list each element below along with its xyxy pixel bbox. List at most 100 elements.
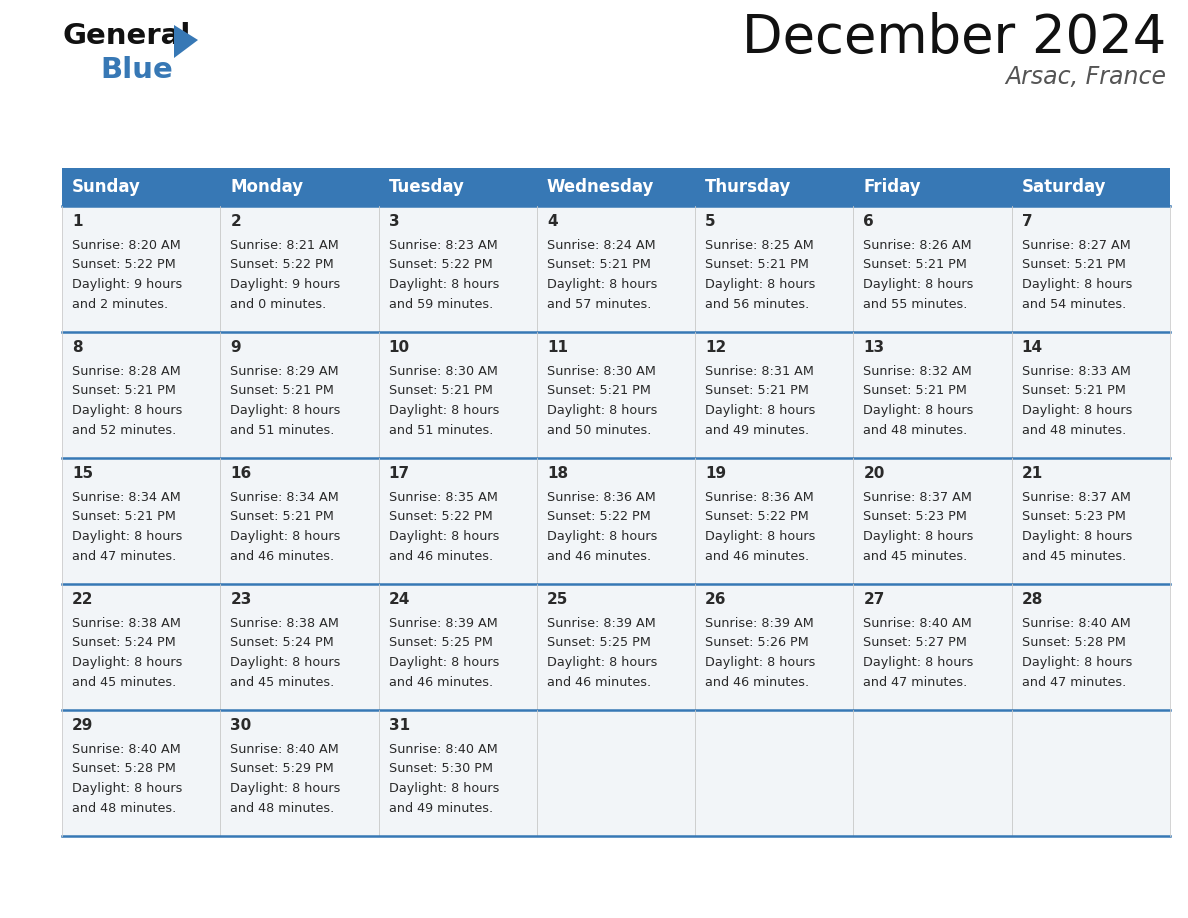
Text: Daylight: 8 hours: Daylight: 8 hours — [230, 404, 341, 417]
Text: Sunset: 5:21 PM: Sunset: 5:21 PM — [230, 385, 334, 397]
Bar — [537, 332, 695, 458]
Text: 22: 22 — [72, 592, 94, 607]
Bar — [220, 206, 379, 332]
Text: and 57 minutes.: and 57 minutes. — [546, 297, 651, 310]
Text: Daylight: 8 hours: Daylight: 8 hours — [706, 656, 815, 669]
Text: Daylight: 8 hours: Daylight: 8 hours — [706, 530, 815, 543]
Text: Sunset: 5:28 PM: Sunset: 5:28 PM — [1022, 636, 1125, 650]
Text: 9: 9 — [230, 340, 241, 355]
Text: and 45 minutes.: and 45 minutes. — [1022, 550, 1126, 563]
Text: Sunrise: 8:30 AM: Sunrise: 8:30 AM — [388, 365, 498, 378]
Text: 17: 17 — [388, 466, 410, 481]
Text: 14: 14 — [1022, 340, 1043, 355]
Text: Sunset: 5:21 PM: Sunset: 5:21 PM — [706, 385, 809, 397]
Text: and 47 minutes.: and 47 minutes. — [1022, 676, 1126, 688]
Text: and 0 minutes.: and 0 minutes. — [230, 297, 327, 310]
Bar — [695, 206, 853, 332]
Text: 3: 3 — [388, 214, 399, 229]
Bar — [695, 458, 853, 584]
Text: 1: 1 — [72, 214, 82, 229]
Text: and 48 minutes.: and 48 minutes. — [230, 801, 335, 814]
Text: and 47 minutes.: and 47 minutes. — [72, 550, 176, 563]
Text: 11: 11 — [546, 340, 568, 355]
Text: Sunrise: 8:31 AM: Sunrise: 8:31 AM — [706, 365, 814, 378]
Text: Sunset: 5:22 PM: Sunset: 5:22 PM — [72, 259, 176, 272]
Text: Sunset: 5:23 PM: Sunset: 5:23 PM — [1022, 510, 1125, 523]
Text: Sunrise: 8:40 AM: Sunrise: 8:40 AM — [388, 743, 498, 756]
Text: and 59 minutes.: and 59 minutes. — [388, 297, 493, 310]
Text: 27: 27 — [864, 592, 885, 607]
Text: Daylight: 8 hours: Daylight: 8 hours — [388, 404, 499, 417]
Text: 12: 12 — [706, 340, 726, 355]
Text: 13: 13 — [864, 340, 885, 355]
Text: Sunset: 5:21 PM: Sunset: 5:21 PM — [230, 510, 334, 523]
Text: Arsac, France: Arsac, France — [1005, 65, 1165, 89]
Bar — [62, 206, 220, 332]
Text: and 46 minutes.: and 46 minutes. — [388, 550, 493, 563]
Text: Daylight: 8 hours: Daylight: 8 hours — [388, 278, 499, 291]
Text: Sunset: 5:21 PM: Sunset: 5:21 PM — [388, 385, 493, 397]
Text: Sunrise: 8:30 AM: Sunrise: 8:30 AM — [546, 365, 656, 378]
Text: Daylight: 8 hours: Daylight: 8 hours — [546, 656, 657, 669]
Text: Daylight: 8 hours: Daylight: 8 hours — [72, 530, 183, 543]
Text: Daylight: 8 hours: Daylight: 8 hours — [1022, 656, 1132, 669]
Text: Sunrise: 8:37 AM: Sunrise: 8:37 AM — [1022, 491, 1131, 504]
Text: 30: 30 — [230, 718, 252, 733]
Text: Wednesday: Wednesday — [546, 178, 655, 196]
Bar — [537, 206, 695, 332]
Text: Daylight: 8 hours: Daylight: 8 hours — [864, 656, 974, 669]
Text: 5: 5 — [706, 214, 715, 229]
Bar — [379, 584, 537, 710]
Text: Daylight: 8 hours: Daylight: 8 hours — [388, 656, 499, 669]
Text: 2: 2 — [230, 214, 241, 229]
Text: Sunset: 5:27 PM: Sunset: 5:27 PM — [864, 636, 967, 650]
Text: and 54 minutes.: and 54 minutes. — [1022, 297, 1126, 310]
Text: Tuesday: Tuesday — [388, 178, 465, 196]
Text: Daylight: 8 hours: Daylight: 8 hours — [864, 404, 974, 417]
Bar — [537, 584, 695, 710]
Bar — [379, 710, 537, 836]
Text: Sunrise: 8:27 AM: Sunrise: 8:27 AM — [1022, 239, 1131, 252]
Text: Sunrise: 8:32 AM: Sunrise: 8:32 AM — [864, 365, 972, 378]
Bar — [1012, 332, 1170, 458]
Text: and 56 minutes.: and 56 minutes. — [706, 297, 809, 310]
Text: Daylight: 8 hours: Daylight: 8 hours — [706, 278, 815, 291]
Text: 6: 6 — [864, 214, 874, 229]
Text: 20: 20 — [864, 466, 885, 481]
Bar — [220, 458, 379, 584]
Text: Sunrise: 8:34 AM: Sunrise: 8:34 AM — [72, 491, 181, 504]
Text: and 48 minutes.: and 48 minutes. — [864, 423, 968, 436]
Text: Sunrise: 8:29 AM: Sunrise: 8:29 AM — [230, 365, 339, 378]
Text: Blue: Blue — [100, 56, 172, 84]
Text: Sunrise: 8:28 AM: Sunrise: 8:28 AM — [72, 365, 181, 378]
Bar — [537, 458, 695, 584]
Text: Sunrise: 8:38 AM: Sunrise: 8:38 AM — [230, 617, 339, 630]
Text: Sunrise: 8:40 AM: Sunrise: 8:40 AM — [230, 743, 339, 756]
Text: General: General — [62, 22, 190, 50]
Bar — [853, 710, 1012, 836]
Text: Sunrise: 8:34 AM: Sunrise: 8:34 AM — [230, 491, 339, 504]
Text: Sunrise: 8:36 AM: Sunrise: 8:36 AM — [706, 491, 814, 504]
Text: and 50 minutes.: and 50 minutes. — [546, 423, 651, 436]
Text: Sunset: 5:21 PM: Sunset: 5:21 PM — [864, 259, 967, 272]
Text: Sunset: 5:21 PM: Sunset: 5:21 PM — [72, 385, 176, 397]
Text: 8: 8 — [72, 340, 83, 355]
Text: and 49 minutes.: and 49 minutes. — [706, 423, 809, 436]
Text: Sunrise: 8:40 AM: Sunrise: 8:40 AM — [864, 617, 972, 630]
Text: and 51 minutes.: and 51 minutes. — [230, 423, 335, 436]
Text: Sunrise: 8:39 AM: Sunrise: 8:39 AM — [706, 617, 814, 630]
Text: and 46 minutes.: and 46 minutes. — [546, 550, 651, 563]
Bar — [853, 206, 1012, 332]
Bar — [379, 206, 537, 332]
Text: Monday: Monday — [230, 178, 303, 196]
Text: Daylight: 8 hours: Daylight: 8 hours — [388, 530, 499, 543]
Text: Daylight: 8 hours: Daylight: 8 hours — [864, 278, 974, 291]
Text: and 45 minutes.: and 45 minutes. — [864, 550, 968, 563]
Text: Sunset: 5:25 PM: Sunset: 5:25 PM — [546, 636, 651, 650]
Text: Daylight: 8 hours: Daylight: 8 hours — [72, 656, 183, 669]
Text: Sunrise: 8:40 AM: Sunrise: 8:40 AM — [72, 743, 181, 756]
Bar — [695, 710, 853, 836]
Text: 4: 4 — [546, 214, 557, 229]
Text: and 51 minutes.: and 51 minutes. — [388, 423, 493, 436]
Text: December 2024: December 2024 — [741, 12, 1165, 64]
